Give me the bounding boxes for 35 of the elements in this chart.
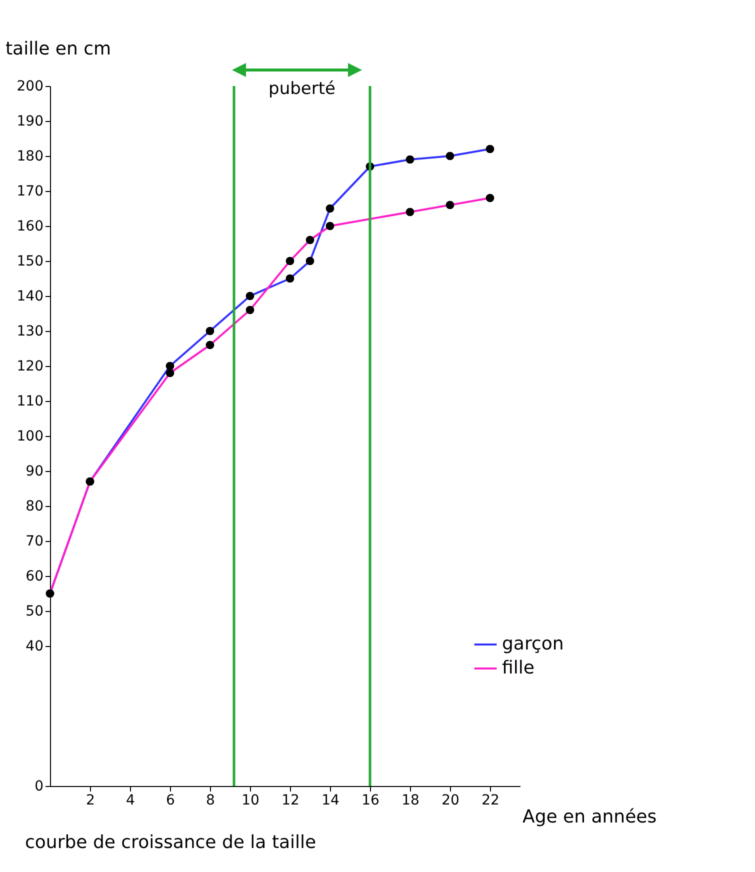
y-tick-label: 120 [16, 358, 44, 374]
x-tick-label: 8 [206, 792, 215, 808]
y-tick-label: 130 [16, 324, 44, 340]
x-tick-label: 16 [362, 792, 380, 808]
y-tick-label: 190 [16, 114, 44, 130]
y-tick-label: 180 [16, 148, 44, 164]
y-tick-label: 100 [16, 428, 44, 444]
x-tick-label: 6 [166, 792, 176, 808]
y-tick-label: 0 [34, 778, 44, 794]
y-tick-label: 150 [16, 254, 44, 270]
y-tick-label: 90 [26, 464, 44, 480]
x-tick-label: 18 [402, 792, 420, 808]
x-tick-label: 22 [482, 792, 500, 808]
y-tick-label: 200 [16, 78, 44, 94]
x-tick-label: 12 [282, 792, 300, 808]
y-axis-title: taille en cm [6, 38, 112, 60]
y-tick-label: 140 [16, 288, 44, 304]
y-tick-label: 60 [26, 568, 44, 584]
text: courbe de croissance de la taille [25, 832, 316, 853]
annotation: puberté [268, 79, 336, 99]
x-axis-title: Age en années [522, 806, 657, 828]
x-tick-label: 20 [442, 792, 460, 808]
x-tick-label: 4 [126, 792, 136, 808]
y-tick-label: 80 [26, 498, 44, 514]
legend-label: fille [502, 658, 534, 678]
y-tick-label: 160 [16, 218, 44, 234]
x-tick-label: 14 [322, 792, 340, 808]
x-tick-label: 10 [242, 792, 260, 808]
y-tick-label: 70 [26, 534, 44, 550]
legend-label: garçon [502, 634, 564, 654]
y-tick-label: 110 [16, 394, 44, 410]
x-tick-label: 2 [86, 792, 95, 808]
y-tick-label: 50 [26, 604, 44, 620]
y-tick-label: 40 [26, 638, 44, 654]
y-tick-label: 170 [16, 184, 44, 200]
